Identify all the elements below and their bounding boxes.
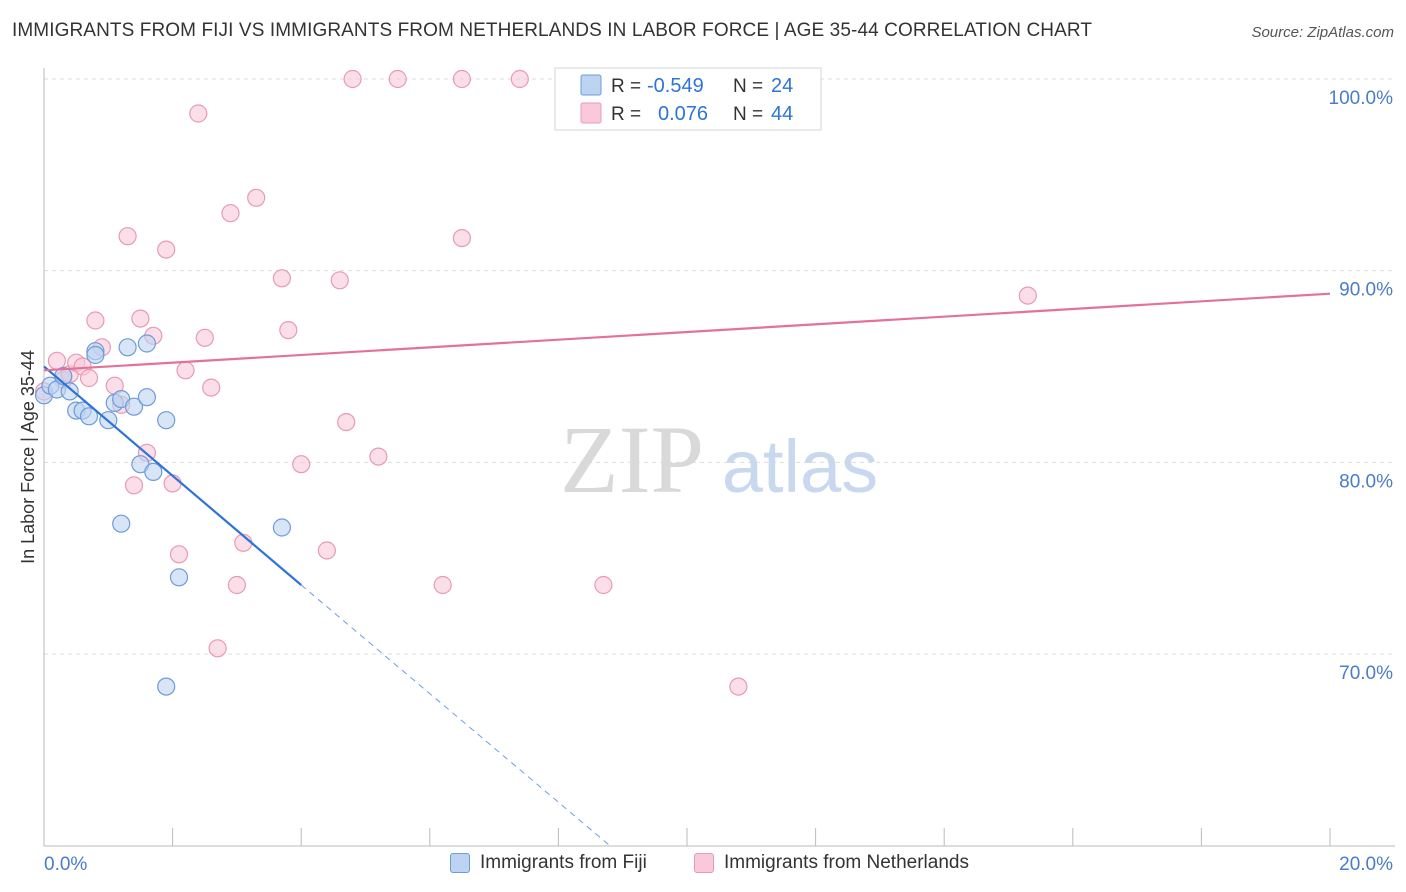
fiji-point-17 — [137, 334, 156, 353]
netherlands-point-30 — [292, 455, 311, 474]
netherlands-point-36 — [388, 69, 407, 89]
netherlands-points — [34, 69, 1037, 696]
netherlands-point-38 — [452, 69, 471, 89]
fiji-trend-extension — [300, 584, 611, 847]
y-axis-label: In Labor Force | Age 35-44 — [18, 350, 38, 564]
netherlands-point-17 — [163, 474, 182, 493]
netherlands-n-label: N = — [733, 104, 763, 125]
netherlands-point-43 — [1018, 286, 1037, 305]
netherlands-point-25 — [227, 575, 246, 595]
fiji-point-9 — [86, 345, 105, 365]
netherlands-point-20 — [189, 104, 208, 123]
source-label: Source: ZipAtlas.com — [1251, 24, 1394, 41]
netherlands-point-28 — [272, 269, 291, 288]
y-tick-label-90: 90.0% — [1339, 280, 1393, 301]
netherlands-point-33 — [337, 413, 356, 432]
fiji-r-label: R = — [611, 76, 641, 97]
fiji-point-23 — [137, 388, 156, 407]
stats-box: R = -0.549 N = 24 R = 0.076 N = 44 — [554, 67, 822, 131]
chart-title: IMMIGRANTS FROM FIJI VS IMMIGRANTS FROM … — [12, 20, 1093, 41]
netherlands-point-6 — [79, 368, 99, 388]
netherlands-point-21 — [195, 328, 214, 347]
netherlands-point-37 — [433, 575, 452, 595]
fiji-point-22 — [272, 518, 291, 537]
netherlands-point-12 — [124, 476, 144, 495]
watermark-zip: ZIP — [560, 406, 704, 513]
y-tick-labels: 70.0% 80.0% 90.0% 100.0% — [1329, 88, 1394, 684]
fiji-stats-swatch — [580, 74, 602, 96]
netherlands-point-29 — [279, 321, 298, 340]
netherlands-point-34 — [343, 69, 362, 89]
netherlands-point-1 — [47, 351, 67, 370]
watermark-atlas: atlas — [722, 425, 878, 508]
netherlands-point-7 — [86, 311, 105, 330]
netherlands-point-11 — [118, 227, 137, 246]
fiji-point-21 — [169, 568, 189, 587]
x-tick-label-min: 0.0% — [44, 854, 87, 875]
fiji-points — [34, 334, 291, 696]
netherlands-stats-swatch — [580, 102, 602, 124]
y-tick-label-80: 80.0% — [1339, 471, 1393, 492]
netherlands-point-27 — [247, 188, 266, 207]
netherlands-trend-line — [43, 292, 1331, 372]
netherlands-point-23 — [208, 639, 227, 658]
netherlands-point-16 — [157, 240, 176, 259]
y-tick-label-100: 100.0% — [1329, 88, 1394, 109]
fiji-trend-line — [43, 365, 302, 586]
legend-label-fiji: Immigrants from Fiji — [480, 852, 647, 873]
legend-item-fiji[interactable]: Immigrants from Fiji — [450, 852, 647, 874]
netherlands-point-42 — [729, 677, 748, 696]
fiji-point-19 — [157, 411, 176, 430]
fiji-point-18 — [144, 462, 163, 481]
netherlands-n-value: 44 — [771, 103, 793, 125]
x-axis-ticks — [43, 828, 1331, 846]
fiji-r-value: -0.549 — [647, 75, 704, 97]
fiji-point-4 — [60, 382, 79, 401]
gridlines — [44, 78, 1395, 655]
netherlands-point-19 — [176, 361, 195, 380]
trend-lines — [43, 292, 1331, 847]
netherlands-point-13 — [131, 309, 150, 328]
fiji-n-value: 24 — [771, 75, 793, 97]
netherlands-r-value: 0.076 — [658, 103, 708, 125]
netherlands-point-35 — [369, 447, 388, 466]
fiji-point-20 — [157, 677, 176, 696]
legend-item-netherlands[interactable]: Immigrants from Netherlands — [694, 852, 969, 874]
legend-label-netherlands: Immigrants from Netherlands — [724, 852, 969, 873]
netherlands-point-39 — [452, 229, 471, 248]
netherlands-r-label: R = — [611, 104, 641, 125]
netherlands-point-24 — [221, 204, 240, 223]
netherlands-point-41 — [594, 575, 613, 595]
netherlands-point-22 — [202, 378, 221, 397]
fiji-point-14 — [118, 338, 137, 357]
legend-swatch-netherlands — [694, 853, 714, 873]
fiji-n-label: N = — [733, 76, 763, 97]
netherlands-point-31 — [317, 541, 336, 560]
x-tick-label-max: 20.0% — [1339, 854, 1393, 875]
legend-swatch-fiji — [450, 853, 470, 873]
netherlands-point-32 — [330, 271, 349, 290]
y-tick-label-70: 70.0% — [1339, 663, 1393, 684]
netherlands-point-40 — [510, 69, 529, 89]
fiji-point-7 — [79, 407, 99, 426]
netherlands-point-18 — [169, 545, 189, 564]
fiji-point-15 — [124, 397, 144, 416]
fiji-point-13 — [112, 514, 131, 533]
